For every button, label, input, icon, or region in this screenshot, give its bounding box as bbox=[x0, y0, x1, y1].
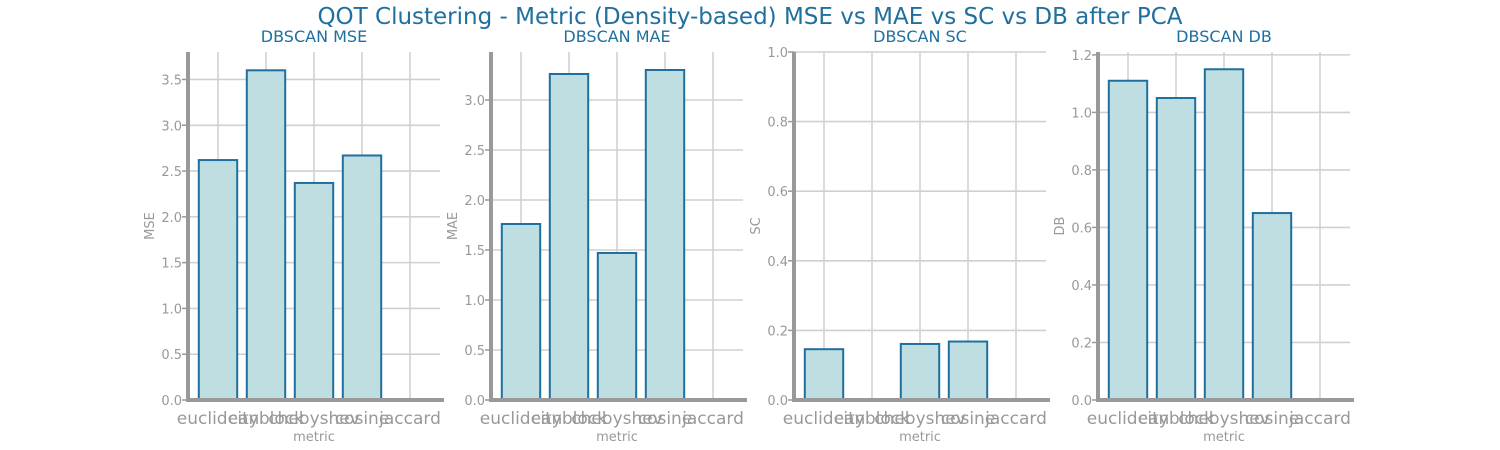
x-tick-label: cosine bbox=[638, 409, 693, 429]
y-axis-label: SC bbox=[749, 217, 764, 234]
x-axis-label: metric bbox=[899, 430, 941, 445]
y-tick-label: 3.0 bbox=[161, 119, 182, 134]
y-tick-label: 0.0 bbox=[767, 394, 788, 409]
y-tick-label: 1.5 bbox=[161, 257, 182, 272]
y-tick-label: 1.0 bbox=[1071, 106, 1092, 121]
bar-euclidean bbox=[1107, 79, 1149, 401]
x-axis-label: metric bbox=[1203, 430, 1245, 445]
x-tick-label: euclidean bbox=[783, 409, 865, 429]
y-tick-label: 1.0 bbox=[464, 294, 485, 309]
x-axis-label: metric bbox=[596, 430, 638, 445]
bar-euclidean bbox=[500, 223, 542, 401]
y-tick-label: 1.0 bbox=[767, 46, 788, 61]
bar-cosine bbox=[341, 154, 383, 401]
x-tick-label: euclidean bbox=[480, 409, 562, 429]
x-tick-label: cosine bbox=[335, 409, 390, 429]
x-tick-label: jaccard bbox=[378, 409, 441, 429]
y-tick-label: 1.2 bbox=[1071, 49, 1092, 64]
y-tick-label: 0.5 bbox=[464, 344, 485, 359]
y-tick-label: 0.2 bbox=[767, 324, 788, 339]
y-tick-label: 2.5 bbox=[161, 165, 182, 180]
bar-cityblock bbox=[245, 69, 287, 401]
x-tick-label: cosine bbox=[1245, 409, 1300, 429]
chart-panel-4: 0.00.20.40.60.81.01.2euclideancityblockc… bbox=[1053, 27, 1354, 445]
x-tick-label: euclidean bbox=[1087, 409, 1169, 429]
x-tick-label: cityblock bbox=[531, 409, 607, 429]
x-tick-label: chebyshev bbox=[268, 409, 360, 429]
y-tick-label: 3.0 bbox=[464, 94, 485, 109]
x-tick-label: chebyshev bbox=[571, 409, 663, 429]
x-axis-label: metric bbox=[293, 430, 335, 445]
y-tick-label: 0.4 bbox=[1071, 279, 1092, 294]
y-tick-label: 2.0 bbox=[161, 211, 182, 226]
bar-chebyshev bbox=[899, 342, 941, 401]
y-tick-label: 0.6 bbox=[767, 185, 788, 200]
bar-euclidean bbox=[197, 159, 239, 401]
x-tick-label: jaccard bbox=[984, 409, 1047, 429]
chart-title: DBSCAN SC bbox=[873, 27, 967, 46]
bar-cosine bbox=[947, 340, 989, 402]
chart-title: DBSCAN MSE bbox=[261, 27, 367, 46]
y-tick-label: 0.0 bbox=[161, 394, 182, 409]
y-tick-label: 3.5 bbox=[161, 73, 182, 88]
bar-euclidean bbox=[803, 348, 845, 401]
y-axis-label: DB bbox=[1053, 217, 1068, 236]
bar-cosine bbox=[1251, 212, 1293, 401]
y-tick-label: 1.0 bbox=[161, 302, 182, 317]
bar-chebyshev bbox=[1203, 68, 1245, 401]
x-tick-label: cityblock bbox=[228, 409, 304, 429]
y-tick-label: 2.0 bbox=[464, 194, 485, 209]
bar-cityblock bbox=[1155, 97, 1197, 401]
x-tick-label: jaccard bbox=[681, 409, 744, 429]
y-tick-label: 0.8 bbox=[767, 116, 788, 131]
y-tick-label: 0.8 bbox=[1071, 164, 1092, 179]
chart-title: DBSCAN MAE bbox=[563, 27, 670, 46]
y-tick-label: 0.6 bbox=[1071, 221, 1092, 236]
bar-chebyshev bbox=[293, 181, 335, 401]
y-axis-label: MAE bbox=[446, 212, 461, 240]
y-tick-label: 0.0 bbox=[464, 394, 485, 409]
bar-cityblock bbox=[548, 73, 590, 401]
chart-panel-3: 0.0 0.2 0.4 0.6 0.8 1.0 euclideancityblockcheb… bbox=[749, 27, 1050, 445]
y-tick-label: 2.5 bbox=[464, 144, 485, 159]
chart-panel-1: 0.0 0.5 1.0 1.5 2.0 2.5 3.0 3.5 euclideancityblo… bbox=[143, 27, 444, 445]
x-tick-label: jaccard bbox=[1288, 409, 1351, 429]
x-tick-label: cosine bbox=[941, 409, 996, 429]
y-tick-label: 0.0 bbox=[1071, 394, 1092, 409]
y-tick-label: 0.4 bbox=[767, 255, 788, 270]
figure-title: QOT Clustering - Metric (Density-based) … bbox=[317, 4, 1183, 30]
chart-panel-2: 0.00.51.01.52.02.53.0euclideancityblockc… bbox=[446, 27, 747, 445]
y-tick-label: 1.5 bbox=[464, 244, 485, 259]
x-tick-label: cityblock bbox=[1138, 409, 1214, 429]
bar-chebyshev bbox=[596, 252, 638, 401]
x-tick-label: chebyshev bbox=[1178, 409, 1270, 429]
y-axis-label: MSE bbox=[143, 212, 158, 240]
y-tick-label: 0.5 bbox=[161, 348, 182, 363]
x-tick-label: chebyshev bbox=[874, 409, 966, 429]
y-tick-label: 0.2 bbox=[1071, 336, 1092, 351]
x-tick-label: euclidean bbox=[177, 409, 259, 429]
x-tick-label: cityblock bbox=[834, 409, 910, 429]
bar-cosine bbox=[644, 69, 686, 401]
chart-title: DBSCAN DB bbox=[1176, 27, 1272, 46]
